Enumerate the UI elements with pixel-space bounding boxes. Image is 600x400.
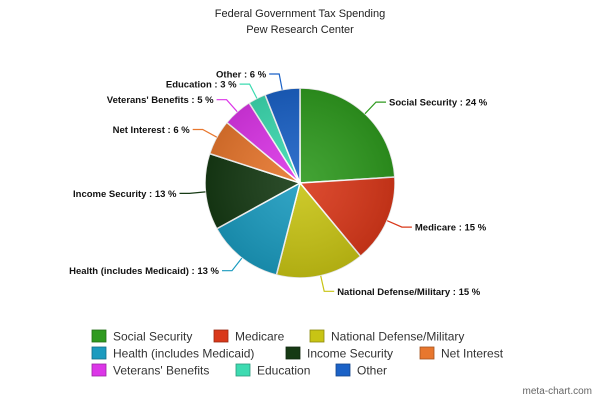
legend-item-education: Education <box>257 364 310 378</box>
legend-swatch-social-security <box>91 329 107 343</box>
legend-item-health-includes-medicaid: Health (includes Medicaid) <box>113 347 254 361</box>
legend-swatch-health-includes-medicaid <box>91 346 107 360</box>
slice-label-other: Other : 6 % <box>216 70 267 81</box>
legend-swatch-national-defense-military <box>309 329 325 343</box>
legend-item-other: Other <box>357 364 387 378</box>
leader-line-medicare <box>386 220 412 228</box>
legend-swatch-income-security <box>285 346 301 360</box>
legend-item-veterans-benefits: Veterans' Benefits <box>113 364 209 378</box>
pie-slices <box>204 87 396 279</box>
legend-swatch-veterans-benefits <box>91 363 107 377</box>
leader-line-health-includes-medicaid <box>222 257 243 272</box>
slice-label-income-security: Income Security : 13 % <box>73 189 177 200</box>
legend-item-net-interest: Net Interest <box>441 347 504 361</box>
leader-line-national-defense-military <box>320 275 335 292</box>
leader-line-social-security <box>364 101 386 115</box>
legend-item-medicare: Medicare <box>235 330 285 344</box>
slice-label-veterans-benefits: Veterans' Benefits : 5 % <box>107 95 214 106</box>
slice-label-net-interest: Net Interest : 6 % <box>113 125 191 136</box>
leader-line-veterans-benefits <box>216 99 238 113</box>
slice-labels: Social Security : 24 % Medicare : 15 % Nat… <box>69 70 488 298</box>
slice-label-education: Education : 3 % <box>166 80 237 91</box>
leader-line-net-interest <box>192 128 218 138</box>
legend-swatch-education <box>235 363 251 377</box>
slice-label-health-includes-medicaid: Health (includes Medicaid) : 13 % <box>69 266 219 277</box>
leader-line-income-security <box>179 191 206 194</box>
slice-label-national-defense-military: National Defense/Military : 15 % <box>337 287 481 298</box>
legend-swatch-net-interest <box>419 346 435 360</box>
chart-subtitle: Pew Research Center <box>246 24 354 36</box>
slice-label-social-security: Social Security : 24 % <box>389 98 488 109</box>
legend-item-income-security: Income Security <box>307 347 393 361</box>
chart-title: Federal Government Tax Spending <box>215 8 385 20</box>
legend-item-national-defense-military: National Defense/Military <box>331 330 464 344</box>
slice-label-medicare: Medicare : 15 % <box>415 223 487 234</box>
leader-line-other <box>269 73 283 90</box>
chart-legend: Social Security Medicare National Defense/… <box>91 329 504 378</box>
leader-line-education <box>239 83 258 99</box>
legend-swatch-medicare <box>213 329 229 343</box>
legend-swatch-other <box>335 363 351 377</box>
legend-item-social-security: Social Security <box>113 330 192 344</box>
credit-text: meta-chart.com <box>523 386 592 397</box>
